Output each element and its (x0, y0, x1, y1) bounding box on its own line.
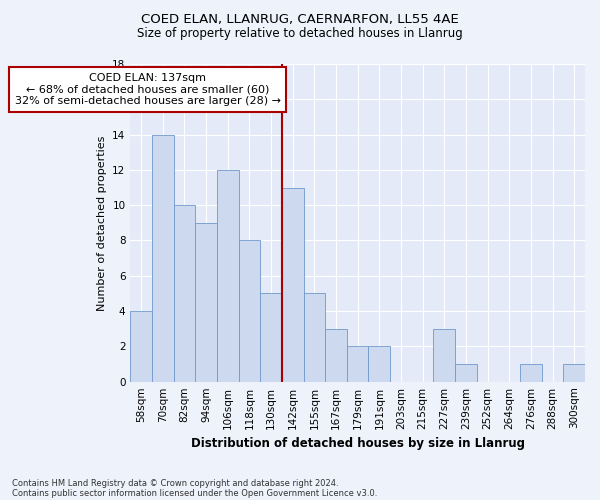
X-axis label: Distribution of detached houses by size in Llanrug: Distribution of detached houses by size … (191, 437, 524, 450)
Bar (173, 205, 195, 382)
Text: Contains HM Land Registry data © Crown copyright and database right 2024.: Contains HM Land Registry data © Crown c… (12, 478, 338, 488)
Bar (152, 134, 173, 382)
Bar (304, 294, 325, 382)
Text: COED ELAN, LLANRUG, CAERNARFON, LL55 4AE: COED ELAN, LLANRUG, CAERNARFON, LL55 4AE (141, 12, 459, 26)
Text: COED ELAN: 137sqm
← 68% of detached houses are smaller (60)
32% of semi-detached: COED ELAN: 137sqm ← 68% of detached hous… (14, 73, 281, 106)
Bar (130, 311, 152, 382)
Text: Contains public sector information licensed under the Open Government Licence v3: Contains public sector information licen… (12, 488, 377, 498)
Bar (520, 364, 542, 382)
Bar (347, 346, 368, 382)
Bar (563, 364, 585, 382)
Text: Size of property relative to detached houses in Llanrug: Size of property relative to detached ho… (137, 28, 463, 40)
Bar (217, 170, 239, 382)
Bar (282, 188, 304, 382)
Bar (195, 223, 217, 382)
Bar (260, 294, 282, 382)
Bar (455, 364, 477, 382)
Bar (325, 328, 347, 382)
Bar (433, 328, 455, 382)
Bar (368, 346, 390, 382)
Bar (239, 240, 260, 382)
Y-axis label: Number of detached properties: Number of detached properties (97, 135, 107, 310)
